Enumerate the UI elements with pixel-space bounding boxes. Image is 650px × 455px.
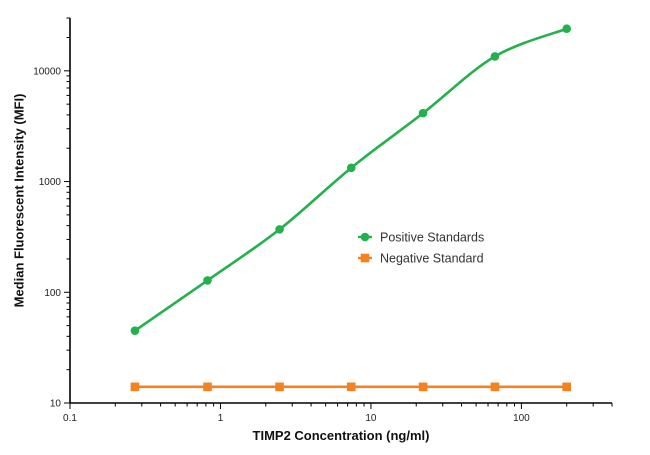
- y-tick-label: 10: [50, 399, 62, 410]
- legend-item-positive-standards: Positive Standards: [358, 231, 484, 245]
- legend-item-negative-standard: Negative Standard: [358, 252, 484, 266]
- legend: Positive Standards Negative Standard: [358, 231, 484, 266]
- legend-marker: [360, 232, 370, 242]
- series-layer: [130, 24, 572, 392]
- y-axis-title: Median Fluorescent Intensity (MFI): [11, 94, 26, 308]
- series-line: [133, 27, 569, 332]
- legend-label: Positive Standards: [380, 231, 484, 245]
- y-tick-label: 100: [44, 288, 61, 299]
- data-point: [275, 382, 284, 392]
- x-tick-label: 10: [365, 413, 377, 424]
- x-axis-title: TIMP2 Concentration (ng/ml): [253, 428, 430, 443]
- y-ticks: 10 100 1000 10000: [33, 17, 70, 410]
- x-ticks: 0.1 1 10 100: [63, 403, 613, 424]
- series-negative-standard: [130, 382, 572, 392]
- legend-label: Negative Standard: [380, 252, 484, 266]
- data-point: [130, 326, 140, 335]
- data-point: [418, 108, 428, 118]
- data-point: [203, 276, 212, 285]
- data-point: [203, 382, 212, 392]
- x-tick-label: 0.1: [63, 413, 77, 424]
- data-point: [562, 382, 572, 392]
- y-tick-label: 1000: [39, 177, 62, 188]
- data-point: [346, 163, 356, 173]
- y-tick-label: 10000: [33, 66, 61, 77]
- data-point: [562, 24, 572, 34]
- x-tick-label: 100: [513, 413, 530, 424]
- data-point: [130, 382, 140, 392]
- data-point: [275, 225, 284, 234]
- axes: [69, 18, 612, 404]
- x-tick-label: 1: [218, 413, 224, 424]
- data-point: [418, 382, 428, 392]
- series-positive-standards: [130, 24, 572, 335]
- data-point: [346, 382, 356, 392]
- data-point: [490, 382, 500, 392]
- data-point: [490, 52, 500, 61]
- legend-marker: [360, 253, 370, 263]
